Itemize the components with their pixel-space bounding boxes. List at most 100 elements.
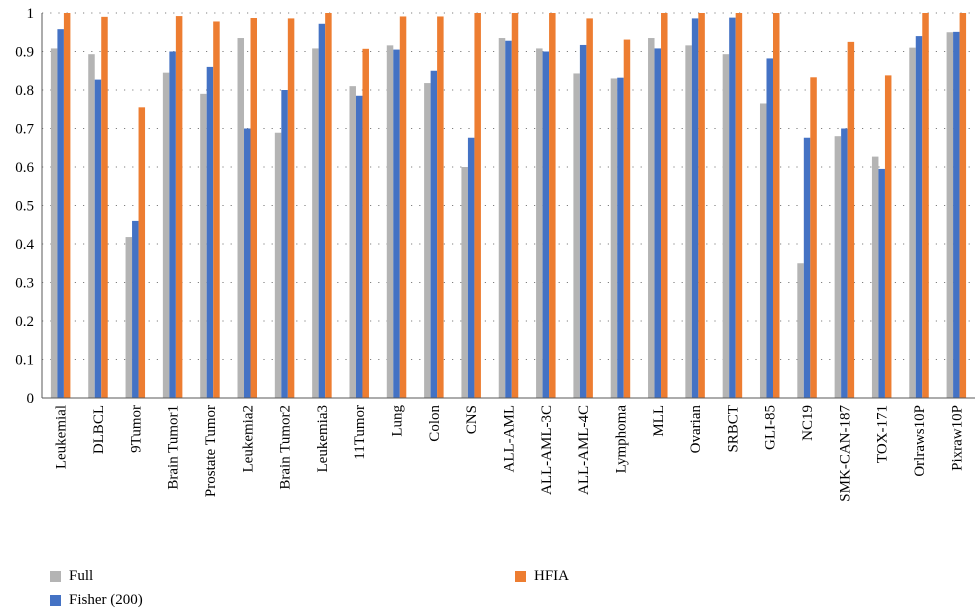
bar-hfia <box>437 16 444 399</box>
x-tick-label: SRBCT <box>725 405 741 453</box>
bar-fisher-200 <box>803 137 811 399</box>
bar-hfia <box>884 75 892 399</box>
bar-hfia <box>847 41 855 398</box>
legend-item-fisher: Fisher (200) <box>50 592 143 609</box>
x-tick-labels: Leukemial DLBCL 9Tumor Brain Tumor1 Prostate… <box>54 405 966 502</box>
bar-fisher-200 <box>542 51 550 398</box>
bar-fisher-200 <box>132 220 139 398</box>
bar-full <box>162 72 170 399</box>
bar-fisher-200 <box>878 168 885 398</box>
bar-fisher-200 <box>915 36 923 398</box>
bar-full <box>685 45 692 399</box>
bar-fisher-200 <box>729 17 736 399</box>
bar-fisher-200 <box>953 31 960 399</box>
legend-swatch-fisher <box>50 595 61 606</box>
legend-item-full: Full <box>50 568 93 585</box>
x-tick-label: Pixraw10P <box>949 405 965 471</box>
bar-hfia <box>810 77 817 399</box>
bar-hfia <box>213 21 220 398</box>
bar-fisher-200 <box>617 77 624 399</box>
y-tick-label: 0.9 <box>15 45 34 61</box>
bar-fisher-200 <box>244 128 251 398</box>
x-tick-label: Prostate Tumor <box>203 405 219 497</box>
y-tick-label: 0.2 <box>15 314 34 330</box>
x-tick-label: Brain Tumor1 <box>166 405 182 490</box>
bar-hfia <box>399 16 407 399</box>
bar-hfia <box>362 48 369 399</box>
bar-hfia <box>623 39 631 398</box>
bar-full <box>386 45 394 399</box>
bar-hfia <box>474 13 481 398</box>
y-tick-label: 0.4 <box>15 237 34 253</box>
bar-full <box>312 48 319 399</box>
x-tick-label: 9Tumor <box>128 405 144 453</box>
y-tick-labels: 0 0.1 0.2 0.3 0.4 0.5 0.6 0.7 0.8 0.9 1 <box>15 6 34 407</box>
y-tick-label: 0.6 <box>15 160 34 176</box>
bar-hfia <box>138 107 146 398</box>
bar-full <box>610 78 618 398</box>
bar-fisher-200 <box>430 70 438 398</box>
bar-full <box>125 237 133 398</box>
x-tick-label: TOX-171 <box>875 405 891 463</box>
legend-swatch-hfia <box>515 571 526 582</box>
x-tick-label: 11Tumor <box>352 405 368 460</box>
y-tick-label: 0.5 <box>15 199 34 215</box>
bar-fisher-200 <box>318 23 326 399</box>
x-tick-label: Leukemia3 <box>315 405 331 472</box>
bar-full <box>50 48 58 399</box>
x-tick-label: Orlraws10P <box>912 405 928 477</box>
bar-full <box>349 86 356 399</box>
bar-full <box>536 48 543 399</box>
bar-fisher-200 <box>355 95 363 399</box>
axes <box>41 13 975 399</box>
bar-fisher-200 <box>393 49 400 398</box>
x-tick-label: CNS <box>464 405 480 434</box>
y-tick-label: 0.8 <box>15 83 34 99</box>
bar-fisher-200 <box>654 48 662 399</box>
bar-hfia <box>511 13 519 398</box>
bar-full <box>88 54 95 398</box>
bar-full <box>871 156 879 398</box>
bar-hfia <box>586 18 593 398</box>
bar-hfia <box>959 13 967 398</box>
bar-full <box>797 263 804 398</box>
bar-hfia <box>63 13 71 398</box>
bar-fisher-200 <box>281 90 288 398</box>
bar-hfia <box>287 18 295 398</box>
bar-full <box>498 38 506 399</box>
bar-full <box>461 167 468 398</box>
x-tick-label: Leukemial <box>54 405 70 469</box>
bar-full <box>834 136 842 398</box>
x-tick-label: SMK-CAN-187 <box>837 405 853 502</box>
bar-fisher-200 <box>94 79 102 398</box>
x-tick-label: ALL-AML-4C <box>576 405 592 495</box>
bar-full <box>909 47 916 399</box>
x-tick-label: DLBCL <box>91 405 107 454</box>
bar-fisher-200 <box>841 128 848 398</box>
bar-hfia <box>735 13 743 398</box>
bar-fisher-200 <box>467 137 475 399</box>
x-tick-label: Brain Tumor2 <box>278 405 294 490</box>
x-tick-label: ALL-AML-3C <box>539 405 555 495</box>
bar-hfia <box>325 13 332 398</box>
bar-hfia <box>698 13 705 398</box>
legend-label-hfia: HFIA <box>534 568 570 584</box>
bar-fisher-200 <box>169 51 176 398</box>
x-tick-label: GLI-85 <box>763 405 779 450</box>
x-tick-label: ALL-AML <box>502 405 518 473</box>
bar-hfia <box>549 13 556 398</box>
x-tick-label: NC19 <box>800 405 816 441</box>
bar-full <box>424 83 431 398</box>
bar-full <box>946 32 954 398</box>
bar-full <box>573 73 580 398</box>
bar-full <box>274 132 282 399</box>
bar-full <box>759 103 767 398</box>
bar-full <box>237 38 245 399</box>
bar-hfia <box>101 16 108 398</box>
bar-fisher-200 <box>206 66 214 399</box>
bar-hfia <box>661 13 668 398</box>
y-tick-label: 0.3 <box>15 276 34 292</box>
x-tick-label: MLL <box>651 405 667 437</box>
bar-fisher-200 <box>505 40 512 398</box>
bar-hfia <box>922 13 929 398</box>
